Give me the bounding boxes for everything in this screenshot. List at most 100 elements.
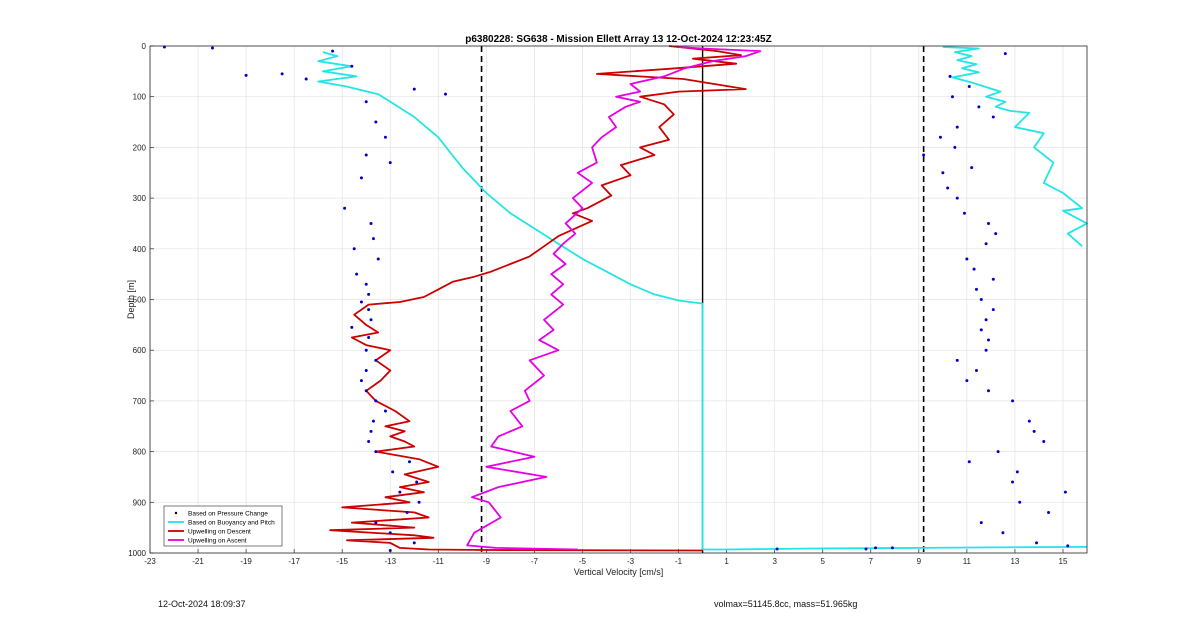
data-point	[955, 358, 959, 362]
data-point	[359, 379, 363, 383]
chart-title: p6380228: SG638 - Mission Ellett Array 1…	[465, 34, 771, 45]
x-tick-label: 3	[772, 557, 777, 566]
legend-label: Upwelling on Ascent	[188, 537, 247, 544]
x-tick-label: -1	[675, 557, 683, 566]
data-point	[974, 287, 978, 291]
y-tick-label: 400	[133, 245, 147, 254]
data-point	[364, 348, 368, 352]
data-point	[986, 389, 990, 393]
data-point	[369, 429, 373, 433]
data-point	[359, 176, 363, 180]
data-point	[343, 206, 347, 210]
data-point	[950, 95, 954, 99]
x-tick-label: -9	[483, 557, 491, 566]
data-point	[946, 186, 950, 190]
data-point	[364, 100, 368, 104]
data-point	[977, 105, 981, 109]
data-point	[244, 73, 248, 77]
x-tick-label: -21	[192, 557, 204, 566]
series-lines	[317, 45, 1088, 552]
data-point	[376, 257, 380, 261]
data-point	[994, 232, 998, 236]
data-point	[367, 308, 371, 312]
data-point	[415, 480, 419, 484]
data-point	[331, 49, 335, 53]
x-tick-label: 13	[1010, 557, 1019, 566]
data-point	[938, 135, 942, 139]
data-point	[280, 72, 284, 76]
data-point	[374, 521, 378, 525]
grid	[149, 45, 1087, 554]
data-point	[364, 153, 368, 157]
data-point	[984, 242, 988, 246]
data-point	[1003, 52, 1007, 56]
y-tick-label: 200	[133, 143, 147, 152]
data-point	[874, 546, 878, 550]
data-point	[864, 547, 868, 551]
y-tick-label: 0	[142, 42, 147, 51]
data-point	[364, 389, 368, 393]
data-point	[350, 64, 354, 68]
data-point	[364, 368, 368, 372]
y-tick-label: 600	[133, 346, 147, 355]
x-tick-label: -15	[336, 557, 348, 566]
x-tick-labels: -23 -21 -19 -17 -15 -13 -11 -9 -7 -5 -3 -1 1 3 5 7 9 11 13…	[144, 557, 1068, 566]
data-point	[374, 399, 378, 403]
data-point	[941, 171, 945, 175]
data-point	[1018, 500, 1022, 504]
data-point	[986, 338, 990, 342]
data-point	[979, 298, 983, 301]
data-point	[374, 450, 378, 454]
data-point	[359, 300, 363, 304]
legend-label: Based on Pressure Change	[188, 510, 268, 517]
data-point	[412, 87, 416, 91]
data-point	[412, 541, 416, 545]
x-tick-label: -17	[288, 557, 300, 566]
x-tick-label: 5	[820, 557, 825, 566]
data-point	[371, 237, 375, 241]
data-point	[890, 546, 894, 550]
x-tick-label: 7	[869, 557, 874, 566]
data-point	[967, 460, 971, 464]
data-point	[996, 450, 1000, 454]
data-point	[304, 77, 308, 81]
data-point	[367, 336, 371, 340]
data-point	[367, 292, 371, 296]
series-line	[329, 45, 747, 552]
footer-timestamp: 12-Oct-2024 18:09:37	[158, 599, 246, 609]
data-point	[984, 348, 988, 352]
data-point	[383, 135, 387, 139]
plot-frame	[149, 45, 1088, 554]
x-tick-label: -11	[433, 557, 445, 566]
y-tick-label: 100	[133, 93, 147, 102]
x-tick-label: 11	[963, 557, 972, 566]
series-line	[466, 46, 762, 551]
data-point	[1011, 399, 1015, 403]
y-tick-label: 500	[133, 296, 147, 305]
data-point	[407, 460, 411, 464]
data-point	[991, 115, 995, 119]
x-tick-label: -7	[531, 557, 539, 566]
data-point	[405, 510, 409, 514]
data-point	[352, 247, 356, 251]
data-point	[369, 221, 373, 225]
data-point	[984, 318, 988, 322]
data-point	[367, 439, 371, 443]
legend-label: Upwelling on Descent	[188, 528, 251, 535]
footer-mass-info: volmax=51145.8cc, mass=51.965kg	[714, 599, 858, 609]
data-point	[965, 257, 969, 261]
data-point	[970, 166, 974, 170]
y-tick-label: 800	[133, 448, 147, 457]
data-point	[1032, 429, 1036, 433]
data-point	[444, 92, 448, 96]
data-point	[922, 153, 926, 157]
data-point	[979, 521, 983, 525]
x-tick-label: -5	[579, 557, 587, 566]
data-point	[986, 221, 990, 225]
legend-label: Based on Buoyancy and Pitch	[188, 519, 275, 526]
data-point	[962, 211, 966, 215]
data-point	[210, 46, 214, 50]
y-tick-label: 700	[133, 397, 147, 406]
x-tick-label: 9	[917, 557, 922, 566]
